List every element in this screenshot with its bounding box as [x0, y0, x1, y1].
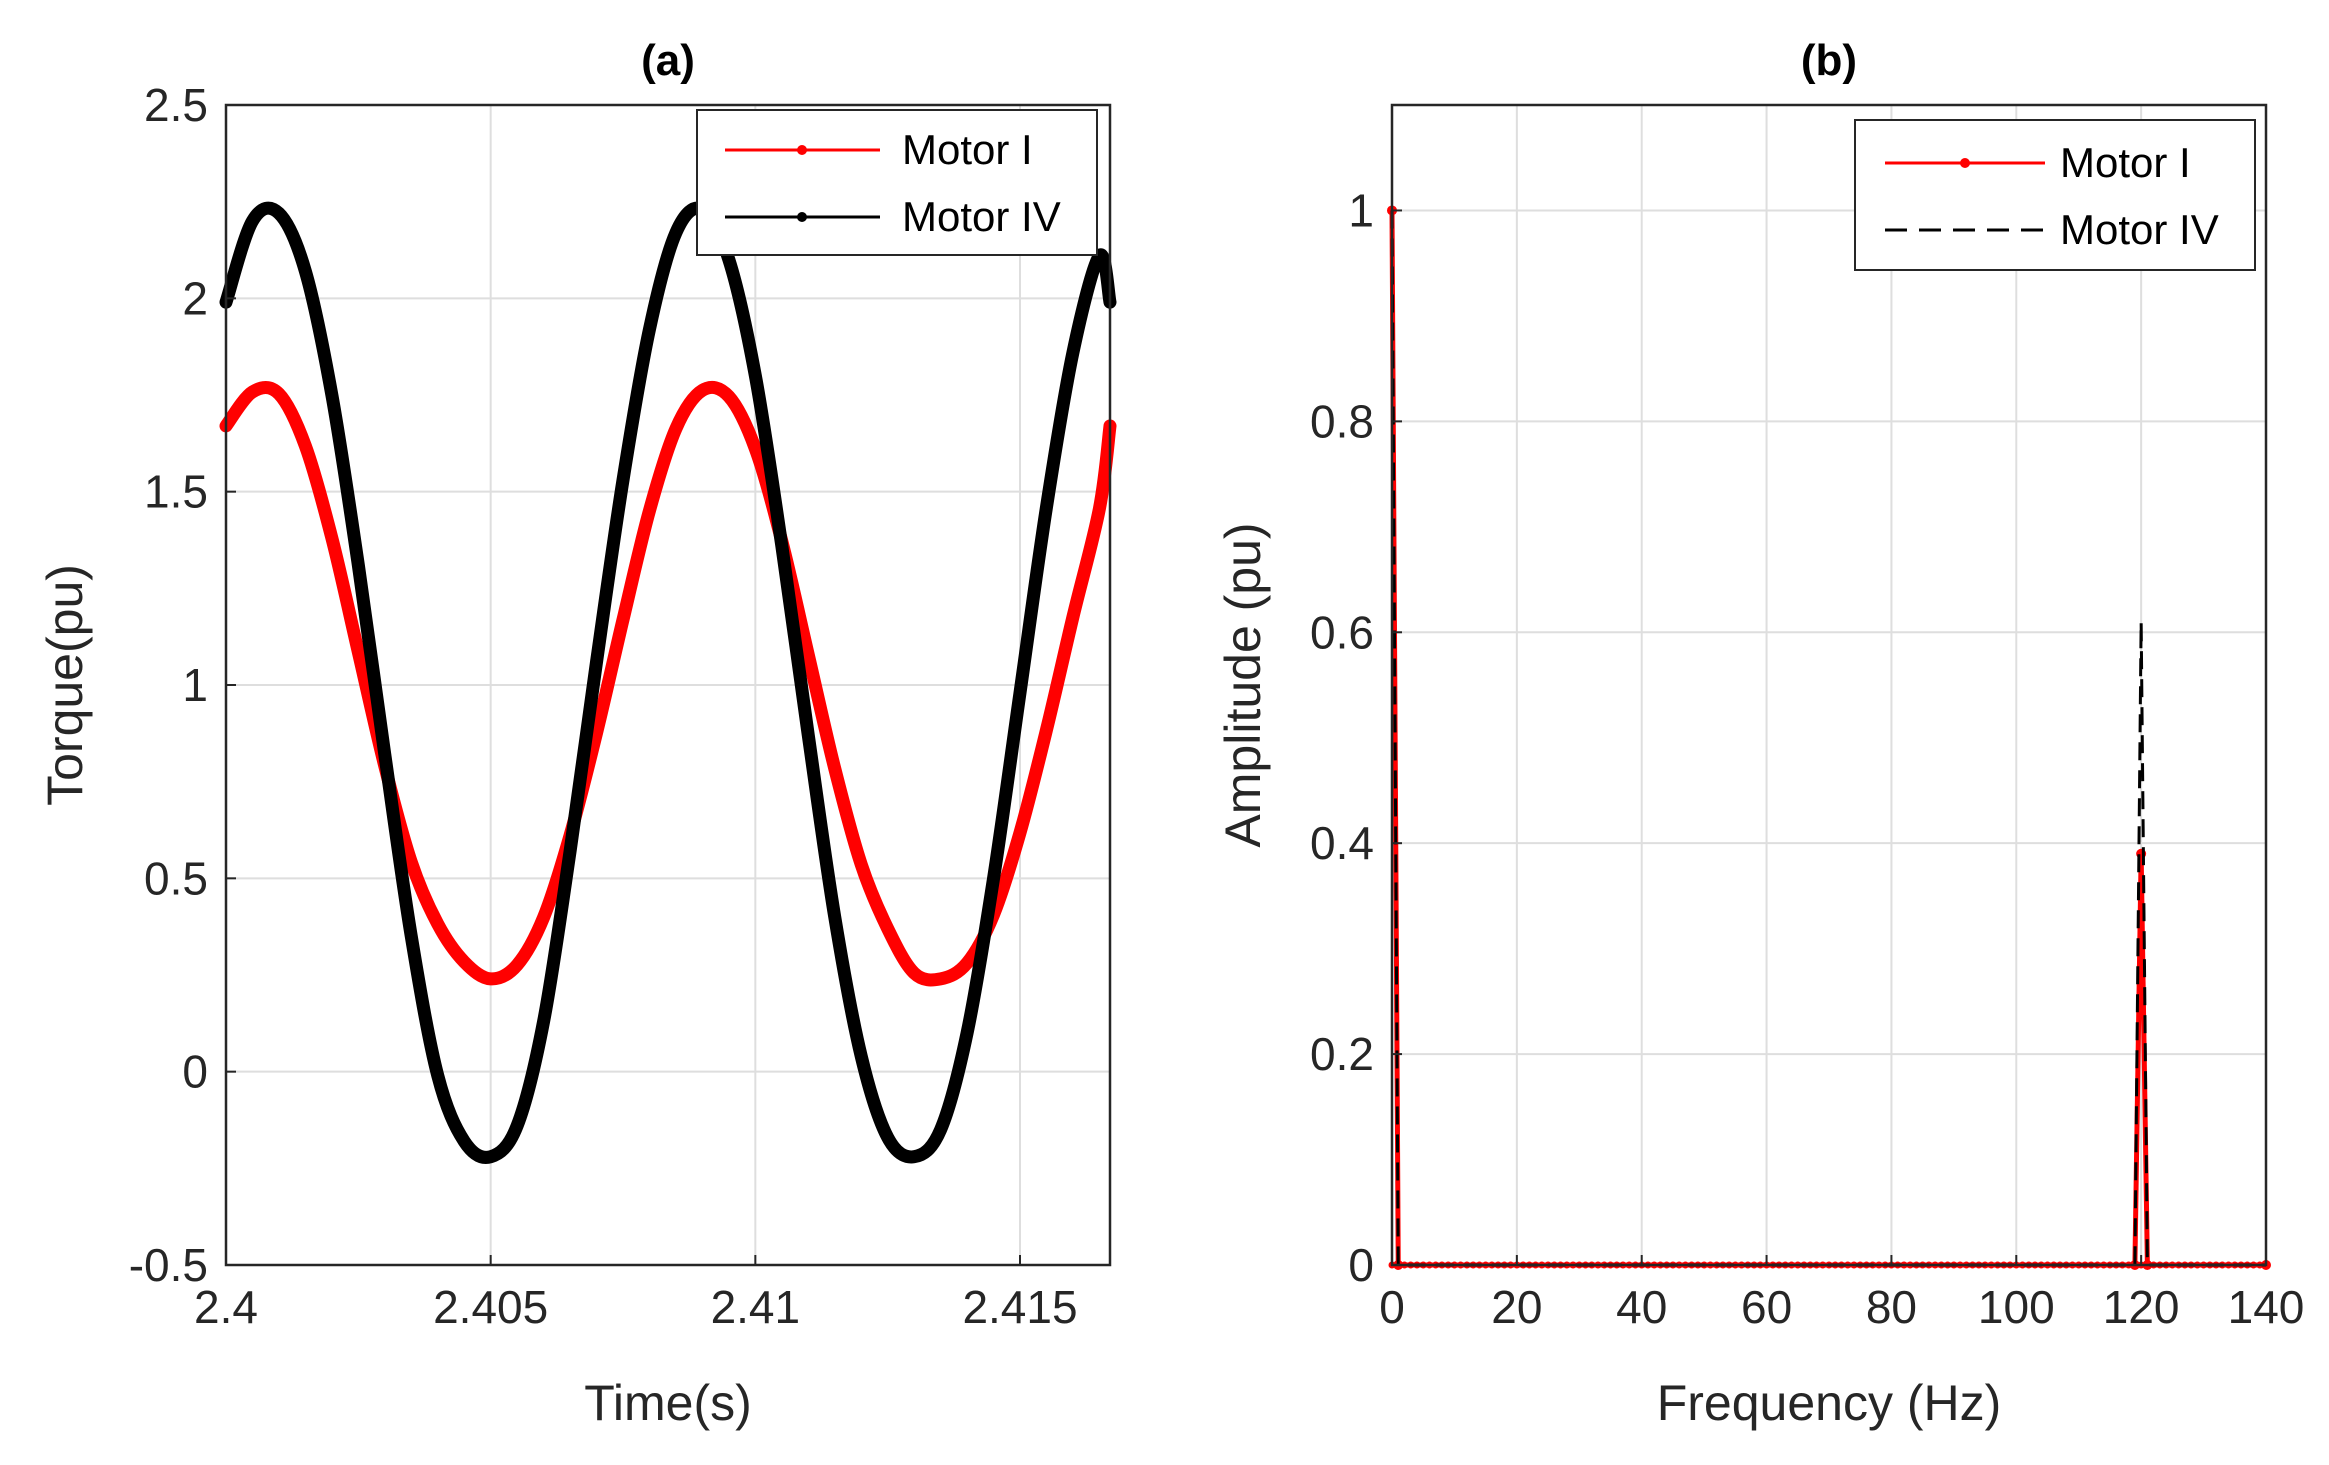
torque-chart-title: (a)	[641, 36, 695, 85]
torque-y-tick-label: 2.5	[144, 79, 208, 131]
spectrum-y-axis-label: Amplitude (pu)	[1215, 522, 1271, 847]
torque-y-tick-label: 2	[182, 272, 208, 324]
torque-y-tick-label: 1.5	[144, 466, 208, 518]
torque-y-tick-label: 1	[182, 659, 208, 711]
torque-ticks: 2.4 2.405 2.41 2.415 -0.5 0 0.5 1 1.5 2 2.5	[129, 79, 1078, 1333]
torque-legend-marker-motor-iv	[797, 212, 807, 222]
spectrum-x-tick-label: 100	[1978, 1281, 2055, 1333]
torque-series-motor-iv	[219, 201, 1117, 1164]
spectrum-legend-label-motor-i: Motor I	[2060, 139, 2191, 186]
torque-x-tick-label: 2.41	[711, 1281, 801, 1333]
spectrum-x-tick-label: 60	[1741, 1281, 1792, 1333]
spectrum-chart-panel: 0 20 40 60 80 100 120 140 0 0.2 0.4 0.6 0.8 1 (b) Fre…	[1215, 36, 2304, 1431]
spectrum-y-tick-label: 0.6	[1310, 606, 1374, 658]
spectrum-y-tick-label: 0.2	[1310, 1028, 1374, 1080]
torque-legend-box	[696, 109, 1098, 256]
spectrum-x-tick-label: 40	[1616, 1281, 1667, 1333]
spectrum-x-tick-label: 120	[2103, 1281, 2180, 1333]
spectrum-plot-area	[1392, 105, 2266, 1265]
spectrum-ticks: 0 20 40 60 80 100 120 140 0 0.2 0.4 0.6 0.8 1	[1310, 184, 2304, 1333]
torque-legend-label-motor-iv: Motor IV	[902, 193, 1061, 240]
spectrum-legend: Motor I Motor IV	[1854, 119, 2256, 271]
torque-x-tick-label: 2.415	[962, 1281, 1077, 1333]
spectrum-legend-marker-motor-i	[1960, 158, 1970, 168]
torque-x-tick-label: 2.405	[433, 1281, 548, 1333]
torque-series	[219, 201, 1117, 1164]
torque-legend: Motor I Motor IV	[696, 109, 1098, 256]
spectrum-y-tick-label: 1	[1348, 184, 1374, 236]
torque-legend-marker-motor-i	[797, 145, 807, 155]
torque-y-tick-label: -0.5	[129, 1239, 208, 1291]
torque-legend-label-motor-i: Motor I	[902, 126, 1033, 173]
torque-y-tick-label: 0	[182, 1046, 208, 1098]
spectrum-legend-label-motor-iv: Motor IV	[2060, 206, 2219, 253]
torque-chart-panel: 2.4 2.405 2.41 2.415 -0.5 0 0.5 1 1.5 2 2.5 (a) Ti…	[37, 36, 1117, 1431]
spectrum-x-tick-label: 140	[2228, 1281, 2305, 1333]
torque-x-tick-label: 2.4	[194, 1281, 258, 1333]
torque-x-axis-label: Time(s)	[584, 1375, 752, 1431]
spectrum-y-tick-label: 0.8	[1310, 395, 1374, 447]
spectrum-chart-title: (b)	[1801, 36, 1857, 85]
torque-y-axis-label: Torque(pu)	[37, 564, 93, 806]
spectrum-x-tick-label: 80	[1866, 1281, 1917, 1333]
spectrum-x-axis-label: Frequency (Hz)	[1657, 1375, 2002, 1431]
spectrum-plot-frame	[1390, 103, 2268, 1267]
spectrum-legend-box	[1854, 119, 2256, 271]
torque-y-tick-label: 0.5	[144, 852, 208, 904]
spectrum-x-tick-label: 0	[1379, 1281, 1405, 1333]
spectrum-y-tick-label: 0	[1348, 1239, 1374, 1291]
spectrum-x-tick-label: 20	[1491, 1281, 1542, 1333]
spectrum-y-tick-label: 0.4	[1310, 817, 1374, 869]
